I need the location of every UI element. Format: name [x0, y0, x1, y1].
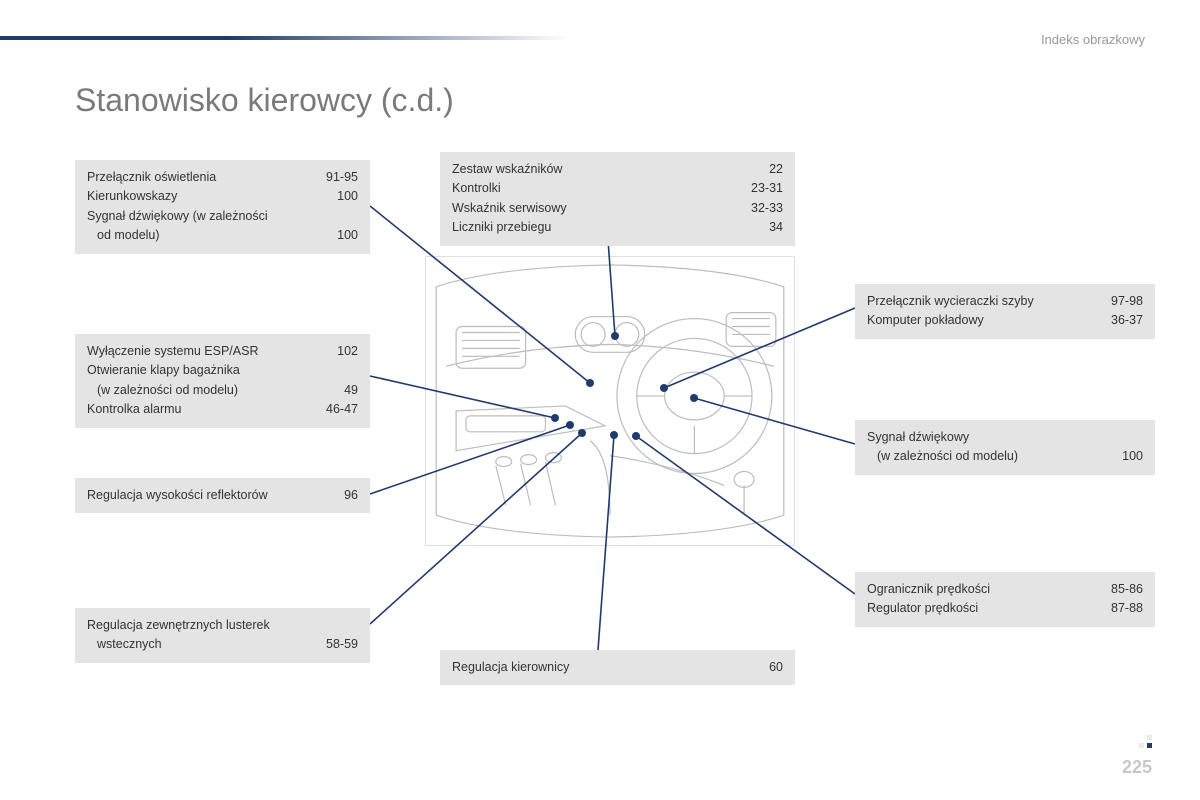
- callout-c2: Zestaw wskaźników22Kontrolki23-31Wskaźni…: [440, 152, 795, 246]
- callout-page-ref: 87-88: [1097, 599, 1143, 618]
- callout-label: Regulacja kierownicy: [452, 658, 737, 677]
- callout-label: Ogranicznik prędkości: [867, 580, 1097, 599]
- callout-row: wstecznych58-59: [87, 635, 358, 654]
- callout-page-ref: 46-47: [312, 400, 358, 419]
- page-number: 225: [1122, 757, 1152, 778]
- callout-label: Regulacja wysokości reflektorów: [87, 486, 312, 505]
- callout-row: Otwieranie klapy bagażnika: [87, 361, 358, 380]
- callout-row: Zestaw wskaźników22: [452, 160, 783, 179]
- callout-page-ref: 100: [312, 187, 358, 206]
- callout-row: Regulator prędkości87-88: [867, 599, 1143, 618]
- callout-c4: Regulacja wysokości reflektorów96: [75, 478, 370, 513]
- callout-label: Sygnał dźwiękowy: [867, 428, 1097, 447]
- callout-page-ref: 49: [312, 381, 358, 400]
- callout-page-ref: 58-59: [312, 635, 358, 654]
- callout-c5: Regulacja zewnętrznych lusterekwstecznyc…: [75, 608, 370, 663]
- callout-label: Przełącznik wycieraczki szyby: [867, 292, 1097, 311]
- callout-label: Kontrolki: [452, 179, 737, 198]
- callout-page-ref: 100: [312, 226, 358, 245]
- callout-row: Liczniki przebiegu34: [452, 218, 783, 237]
- callout-page-ref: 85-86: [1097, 580, 1143, 599]
- callout-page-ref: 60: [737, 658, 783, 677]
- callout-row: Komputer pokładowy36-37: [867, 311, 1143, 330]
- callout-row: Sygnał dźwiękowy: [867, 428, 1143, 447]
- callout-row: Ogranicznik prędkości85-86: [867, 580, 1143, 599]
- callout-label: Przełącznik oświetlenia: [87, 168, 312, 187]
- callout-c1: Przełącznik oświetlenia91-95Kierunkowska…: [75, 160, 370, 254]
- dashboard-diagram: [425, 256, 795, 546]
- corner-ornament: [1136, 732, 1152, 748]
- callout-page-ref: 32-33: [737, 199, 783, 218]
- callout-row: Kierunkowskazy100: [87, 187, 358, 206]
- callout-row: Regulacja zewnętrznych lusterek: [87, 616, 358, 635]
- page-title: Stanowisko kierowcy (c.d.): [75, 82, 454, 119]
- callout-page-ref: [312, 207, 358, 226]
- callout-row: od modelu)100: [87, 226, 358, 245]
- callout-label: (w zależności od modelu): [867, 447, 1097, 466]
- callout-page-ref: 96: [312, 486, 358, 505]
- callout-c8: Sygnał dźwiękowy(w zależności od modelu)…: [855, 420, 1155, 475]
- header-accent-bar: [0, 36, 570, 40]
- callout-label: Sygnał dźwiękowy (w zależności: [87, 207, 312, 226]
- callout-page-ref: 102: [312, 342, 358, 361]
- callout-row: Przełącznik wycieraczki szyby97-98: [867, 292, 1143, 311]
- callout-label: (w zależności od modelu): [87, 381, 312, 400]
- callout-label: Kierunkowskazy: [87, 187, 312, 206]
- callout-page-ref: [312, 616, 358, 635]
- callout-label: Regulacja zewnętrznych lusterek: [87, 616, 312, 635]
- section-label: Indeks obrazkowy: [1041, 32, 1145, 47]
- callout-c9: Ogranicznik prędkości85-86Regulator pręd…: [855, 572, 1155, 627]
- callout-label: Otwieranie klapy bagażnika: [87, 361, 312, 380]
- callout-page-ref: 23-31: [737, 179, 783, 198]
- callout-c3: Wyłączenie systemu ESP/ASR102Otwieranie …: [75, 334, 370, 428]
- callout-c7: Przełącznik wycieraczki szyby97-98Komput…: [855, 284, 1155, 339]
- callout-row: Kontrolki23-31: [452, 179, 783, 198]
- callout-label: Wyłączenie systemu ESP/ASR: [87, 342, 312, 361]
- callout-row: Kontrolka alarmu46-47: [87, 400, 358, 419]
- callout-label: Komputer pokładowy: [867, 311, 1097, 330]
- callout-page-ref: 36-37: [1097, 311, 1143, 330]
- callout-page-ref: [1097, 428, 1143, 447]
- callout-label: od modelu): [87, 226, 312, 245]
- callout-label: Zestaw wskaźników: [452, 160, 737, 179]
- dashboard-line-art: [426, 257, 794, 545]
- callout-row: Regulacja kierownicy60: [452, 658, 783, 677]
- callout-page-ref: 22: [737, 160, 783, 179]
- callout-row: Wyłączenie systemu ESP/ASR102: [87, 342, 358, 361]
- callout-label: Kontrolka alarmu: [87, 400, 312, 419]
- callout-label: Regulator prędkości: [867, 599, 1097, 618]
- callout-row: Wskaźnik serwisowy32-33: [452, 199, 783, 218]
- callout-row: Regulacja wysokości reflektorów96: [87, 486, 358, 505]
- callout-page-ref: 34: [737, 218, 783, 237]
- callout-label: wstecznych: [87, 635, 312, 654]
- callout-page-ref: 97-98: [1097, 292, 1143, 311]
- callout-row: (w zależności od modelu)100: [867, 447, 1143, 466]
- callout-page-ref: 100: [1097, 447, 1143, 466]
- callout-label: Liczniki przebiegu: [452, 218, 737, 237]
- callout-row: Sygnał dźwiękowy (w zależności: [87, 207, 358, 226]
- callout-row: (w zależności od modelu)49: [87, 381, 358, 400]
- callout-label: Wskaźnik serwisowy: [452, 199, 737, 218]
- callout-page-ref: 91-95: [312, 168, 358, 187]
- callout-c6: Regulacja kierownicy60: [440, 650, 795, 685]
- callout-row: Przełącznik oświetlenia91-95: [87, 168, 358, 187]
- callout-page-ref: [312, 361, 358, 380]
